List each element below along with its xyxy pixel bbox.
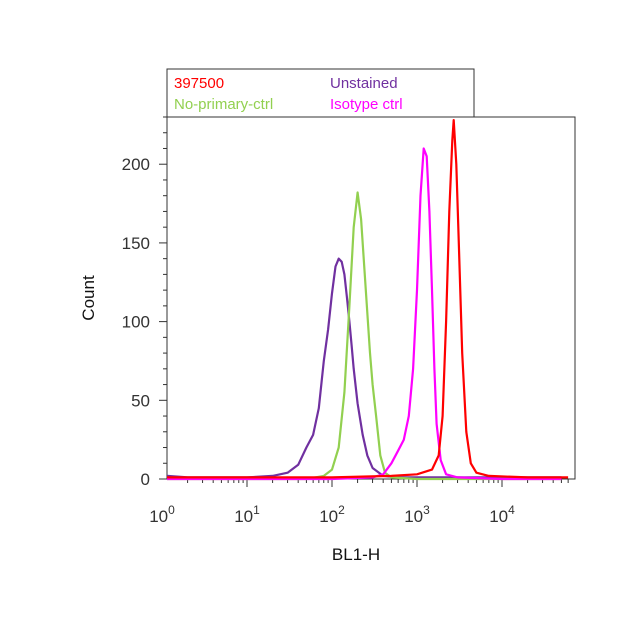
y-axis-label: Count <box>79 275 98 321</box>
y-tick-label: 50 <box>131 391 150 410</box>
plot-area-frame <box>166 116 576 480</box>
x-tick-label: 104 <box>489 503 515 526</box>
y-tick-label: 150 <box>122 234 150 253</box>
series-line-397500 <box>167 118 569 479</box>
x-tick-label-exponent: 4 <box>508 503 515 517</box>
legend-label-397500: 397500 <box>174 75 224 92</box>
x-tick-label-base: 10 <box>319 507 338 526</box>
legend-label-unstained: Unstained <box>330 75 398 92</box>
x-tick-label-exponent: 3 <box>423 503 430 517</box>
x-tick-label: 102 <box>319 503 345 526</box>
y-tick-label: 200 <box>122 155 150 174</box>
legend-box <box>166 68 475 118</box>
x-tick-label: 100 <box>149 503 175 526</box>
y-tick-label: 100 <box>122 313 150 332</box>
series-line-isotype-ctrl <box>167 147 562 481</box>
x-tick-label: 103 <box>404 503 430 526</box>
legend: 397500 Unstained No-primary-ctrl Isotype… <box>166 68 475 118</box>
x-tick-label-exponent: 0 <box>168 503 175 517</box>
legend-label-isotype-ctrl: Isotype ctrl <box>330 96 403 113</box>
x-tick-label-exponent: 2 <box>338 503 345 517</box>
x-axis-label: BL1-H <box>332 545 380 564</box>
x-tick-label-base: 10 <box>234 507 253 526</box>
series-line-unstained <box>166 257 562 479</box>
y-tick-label: 0 <box>141 470 150 489</box>
data-series <box>166 118 569 481</box>
x-tick-label-exponent: 1 <box>253 503 260 517</box>
x-tick-label: 101 <box>234 503 260 526</box>
legend-label-no-primary-ctrl: No-primary-ctrl <box>174 96 273 113</box>
x-tick-label-base: 10 <box>404 507 423 526</box>
x-tick-label-base: 10 <box>489 507 508 526</box>
series-line-no-primary-ctrl <box>167 191 562 481</box>
x-tick-label-base: 10 <box>149 507 168 526</box>
